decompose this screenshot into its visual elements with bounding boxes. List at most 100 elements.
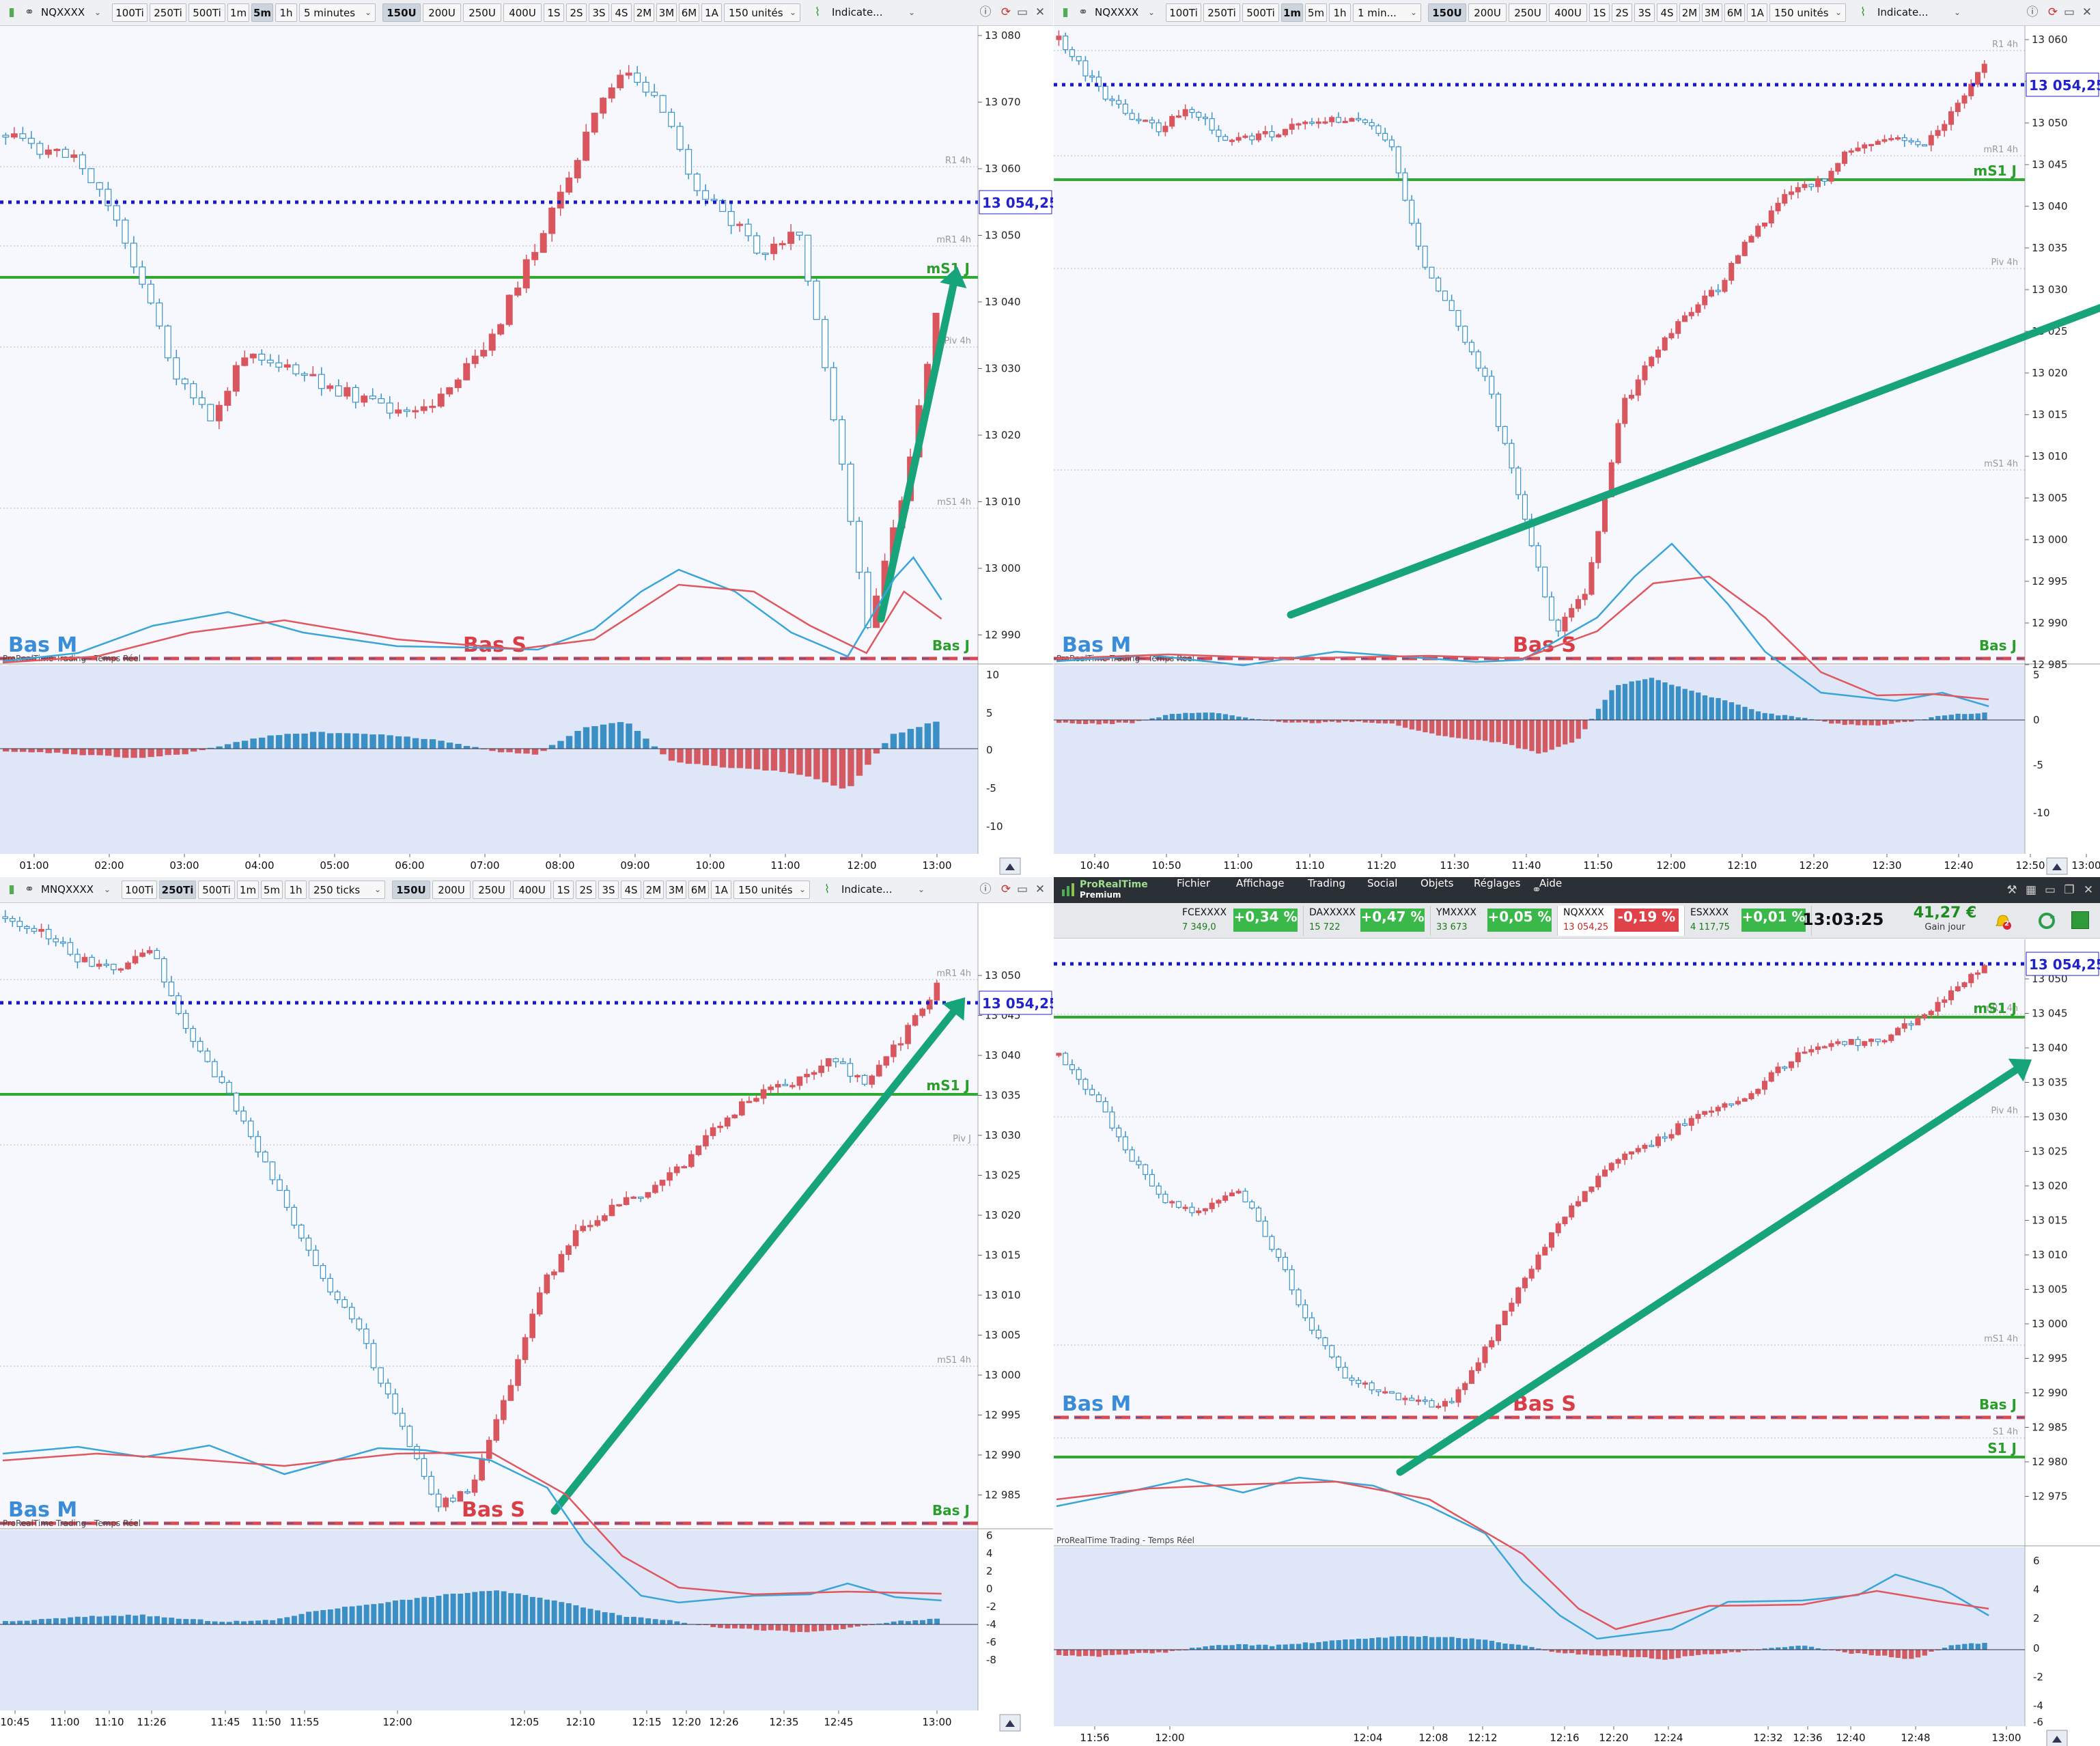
timeframe-button-1m[interactable]: 1m — [1281, 3, 1303, 22]
period-button-1S[interactable]: 1S — [544, 3, 564, 22]
units-button-250U[interactable]: 250U — [1509, 3, 1547, 22]
units-button-200U[interactable]: 200U — [423, 3, 461, 22]
indicators-button[interactable]: Indicate... — [832, 6, 883, 18]
link-icon[interactable]: ⚭ — [1078, 5, 1089, 19]
info-icon[interactable]: ⓘ — [2026, 5, 2039, 19]
units-button-150U[interactable]: 150U — [382, 3, 421, 22]
chevron-down-icon[interactable]: ⌄ — [789, 8, 797, 17]
units-button-200U[interactable]: 200U — [1468, 3, 1507, 22]
indicators-button[interactable]: Indicate... — [1877, 6, 1929, 18]
portfolio-icon[interactable] — [2071, 911, 2089, 929]
scroll-corner-icon[interactable] — [999, 1714, 1021, 1732]
period-button-6M[interactable]: 6M — [679, 3, 699, 22]
timeframe-button-1m[interactable]: 1m — [227, 3, 249, 22]
tick-button-500Ti[interactable]: 500Ti — [188, 3, 225, 22]
chevron-down-icon[interactable]: ⌄ — [94, 8, 102, 17]
timeframe-button-5m[interactable]: 5m — [251, 3, 273, 22]
restore-icon[interactable]: ❐ — [2064, 883, 2075, 897]
tick-button-250Ti[interactable]: 250Ti — [159, 881, 196, 899]
link-icon[interactable]: ⚭ — [24, 883, 35, 896]
chevron-down-icon[interactable]: ⌄ — [908, 8, 916, 17]
symbol-select[interactable]: MNQXXXX — [41, 883, 94, 896]
refresh-icon[interactable] — [2037, 911, 2056, 930]
close-icon[interactable]: ✕ — [1035, 883, 1046, 896]
close-icon[interactable]: ✕ — [1035, 5, 1046, 19]
alert-bell-icon[interactable]: 2 — [1993, 911, 2013, 930]
scroll-corner-glyph[interactable] — [2052, 1736, 2062, 1743]
indicator-icon[interactable]: ⌇ — [824, 883, 830, 896]
timeframe-select[interactable]: 5 minutes — [299, 3, 376, 22]
period-button-2M[interactable]: 2M — [1679, 3, 1700, 22]
menu-item-fichier[interactable]: Fichier — [1177, 877, 1211, 889]
period-button-1S[interactable]: 1S — [553, 881, 574, 899]
units-button-250U[interactable]: 250U — [473, 881, 511, 899]
link-icon[interactable]: ⚭ — [1531, 883, 1542, 897]
tick-button-500Ti[interactable]: 500Ti — [198, 881, 235, 899]
tick-button-100Ti[interactable]: 100Ti — [122, 881, 157, 899]
chevron-down-icon[interactable]: ⌄ — [374, 885, 382, 894]
timeframe-button-1h[interactable]: 1h — [1329, 3, 1351, 22]
tick-button-100Ti[interactable]: 100Ti — [1166, 3, 1201, 22]
indicators-button[interactable]: Indicate... — [841, 883, 893, 896]
period-button-3S[interactable]: 3S — [589, 3, 609, 22]
period-button-2S[interactable]: 2S — [576, 881, 596, 899]
link-icon[interactable]: ⚭ — [24, 5, 35, 19]
units-button-150U[interactable]: 150U — [1428, 3, 1466, 22]
timeframe-select[interactable]: 250 ticks — [309, 881, 385, 899]
minimize-icon[interactable]: ▭ — [2044, 883, 2056, 897]
timeframe-button-1h[interactable]: 1h — [285, 881, 307, 899]
timeframe-button-1h[interactable]: 1h — [275, 3, 297, 22]
scroll-corner-glyph[interactable] — [1005, 1720, 1015, 1727]
period-button-3S[interactable]: 3S — [598, 881, 619, 899]
close-icon[interactable]: ✕ — [2082, 5, 2092, 19]
units-button-150U[interactable]: 150U — [392, 881, 430, 899]
instrument-icon[interactable]: ▮ — [1062, 5, 1069, 19]
menu-item-affichage[interactable]: Affichage — [1236, 877, 1285, 889]
quote-ymxxxx[interactable]: YMXXXX 33 673 +0,05 % — [1431, 906, 1558, 936]
timeframe-select[interactable]: 1 min... — [1353, 3, 1421, 22]
menu-item-trading[interactable]: Trading — [1308, 877, 1346, 889]
period-button-4S[interactable]: 4S — [621, 881, 641, 899]
chevron-down-icon[interactable]: ⌄ — [1410, 8, 1418, 17]
period-button-2S[interactable]: 2S — [566, 3, 587, 22]
chevron-down-icon[interactable]: ⌄ — [364, 8, 372, 17]
timeframe-button-1m[interactable]: 1m — [237, 881, 259, 899]
symbol-select[interactable]: NQXXXX — [1095, 6, 1139, 18]
units-button-400U[interactable]: 400U — [503, 3, 542, 22]
tick-button-250Ti[interactable]: 250Ti — [150, 3, 186, 22]
timeframe-button-5m[interactable]: 5m — [1305, 3, 1327, 22]
menu-item-social[interactable]: Social — [1367, 877, 1398, 889]
quote-daxxxxx[interactable]: DAXXXXX 15 722 +0,47 % — [1304, 906, 1431, 936]
instrument-icon[interactable]: ▮ — [8, 883, 15, 896]
chevron-down-icon[interactable]: ⌄ — [917, 885, 925, 894]
chevron-down-icon[interactable]: ⌄ — [1834, 8, 1843, 17]
chevron-down-icon[interactable]: ⌄ — [1953, 8, 1961, 17]
quote-nqxxxx[interactable]: NQXXXX 13 054,25 -0,19 % — [1558, 906, 1685, 936]
layout-icon[interactable]: ▦ — [2025, 883, 2037, 897]
units-button-250U[interactable]: 250U — [463, 3, 501, 22]
units-count-select[interactable]: 150 unités — [733, 881, 810, 899]
tick-button-100Ti[interactable]: 100Ti — [112, 3, 148, 22]
info-icon[interactable]: ⓘ — [979, 883, 992, 896]
period-button-4S[interactable]: 4S — [611, 3, 632, 22]
tick-button-250Ti[interactable]: 250Ti — [1203, 3, 1240, 22]
symbol-select[interactable]: NQXXXX — [41, 6, 85, 18]
menu-item-aide[interactable]: Aide — [1539, 877, 1563, 889]
period-button-4S[interactable]: 4S — [1657, 3, 1677, 22]
minimize-icon[interactable]: ▭ — [1016, 883, 1028, 896]
period-button-1A[interactable]: 1A — [701, 3, 722, 22]
period-button-6M[interactable]: 6M — [1724, 3, 1745, 22]
indicator-icon[interactable]: ⌇ — [1860, 5, 1866, 19]
period-button-2M[interactable]: 2M — [634, 3, 654, 22]
period-button-3M[interactable]: 3M — [656, 3, 677, 22]
tick-button-500Ti[interactable]: 500Ti — [1242, 3, 1279, 22]
sync-icon[interactable]: ⟳ — [1000, 883, 1011, 896]
tools-icon[interactable]: ⚒ — [2006, 883, 2017, 897]
units-button-400U[interactable]: 400U — [1549, 3, 1587, 22]
menu-item-réglages[interactable]: Réglages — [1474, 877, 1521, 889]
period-button-3S[interactable]: 3S — [1634, 3, 1655, 22]
units-count-select[interactable]: 150 unités — [1769, 3, 1846, 22]
period-button-3M[interactable]: 3M — [1702, 3, 1722, 22]
sync-icon[interactable]: ⟳ — [1000, 5, 1011, 19]
scroll-corner-glyph[interactable] — [1005, 863, 1015, 870]
